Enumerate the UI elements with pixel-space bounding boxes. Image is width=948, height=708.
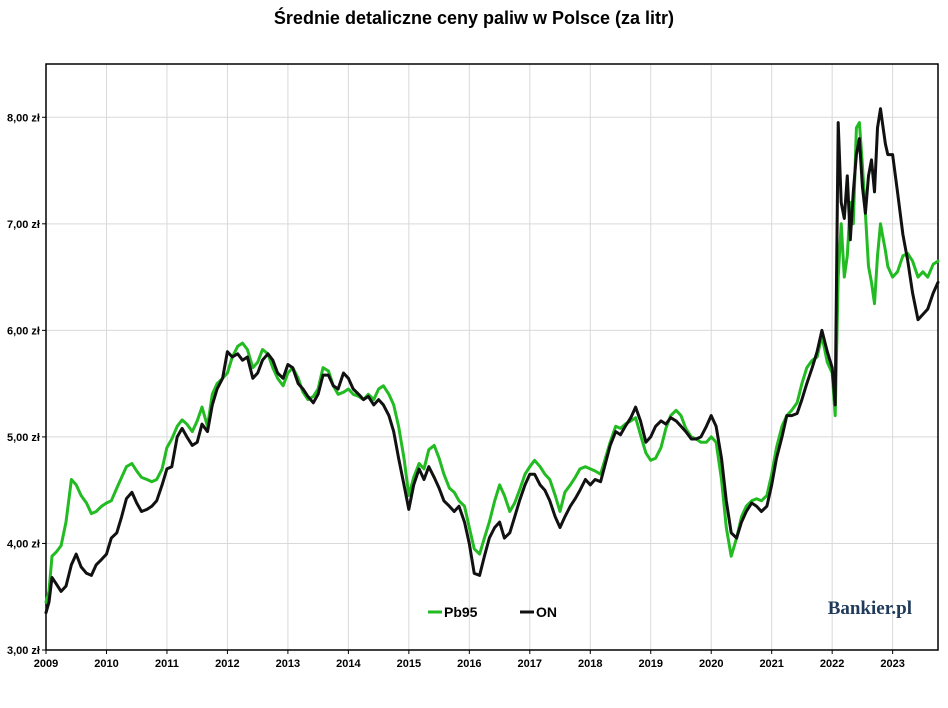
legend: Pb95 ON [428, 604, 557, 620]
brand-logo: Bankier.pl [828, 598, 912, 619]
x-tick-label: 2023 [880, 658, 904, 670]
x-tick-label: 2017 [518, 658, 542, 670]
x-tick-label: 2022 [820, 658, 844, 670]
x-tick-label: 2013 [276, 658, 300, 670]
chart-title: Średnie detaliczne ceny paliw w Polsce (… [274, 7, 674, 28]
x-tick-label: 2021 [759, 658, 783, 670]
x-tick-label: 2009 [34, 658, 58, 670]
x-tick-label: 2012 [215, 658, 239, 670]
y-tick-label: 3,00 zł [7, 645, 40, 657]
x-tick-label: 2015 [397, 658, 421, 670]
y-tick-label: 6,00 zł [7, 325, 40, 337]
grid-lines [46, 64, 938, 650]
x-tick-label: 2010 [94, 658, 118, 670]
x-tick-label: 2018 [578, 658, 602, 670]
y-tick-label: 4,00 zł [7, 538, 40, 550]
y-tick-label: 8,00 zł [7, 112, 40, 124]
x-tick-label: 2019 [639, 658, 663, 670]
x-axis: 2009 2010 2011 2012 2013 2014 2015 2016 2017 2018… [34, 650, 905, 670]
x-tick-label: 2016 [457, 658, 481, 670]
y-tick-label: 5,00 zł [7, 432, 40, 444]
legend-label: Pb95 [444, 604, 478, 620]
plot-frame [45, 63, 939, 651]
x-tick-label: 2011 [155, 658, 179, 670]
x-tick-label: 2020 [699, 658, 723, 670]
series-lines [44, 107, 940, 615]
legend-label: ON [536, 604, 557, 620]
series-line-on [44, 107, 940, 615]
y-axis: 3,00 zł 4,00 zł 5,00 zł 6,00 zł 7,00 zł 8,00 … [7, 112, 46, 657]
y-tick-label: 7,00 zł [7, 219, 40, 231]
x-tick-label: 2014 [336, 658, 361, 670]
